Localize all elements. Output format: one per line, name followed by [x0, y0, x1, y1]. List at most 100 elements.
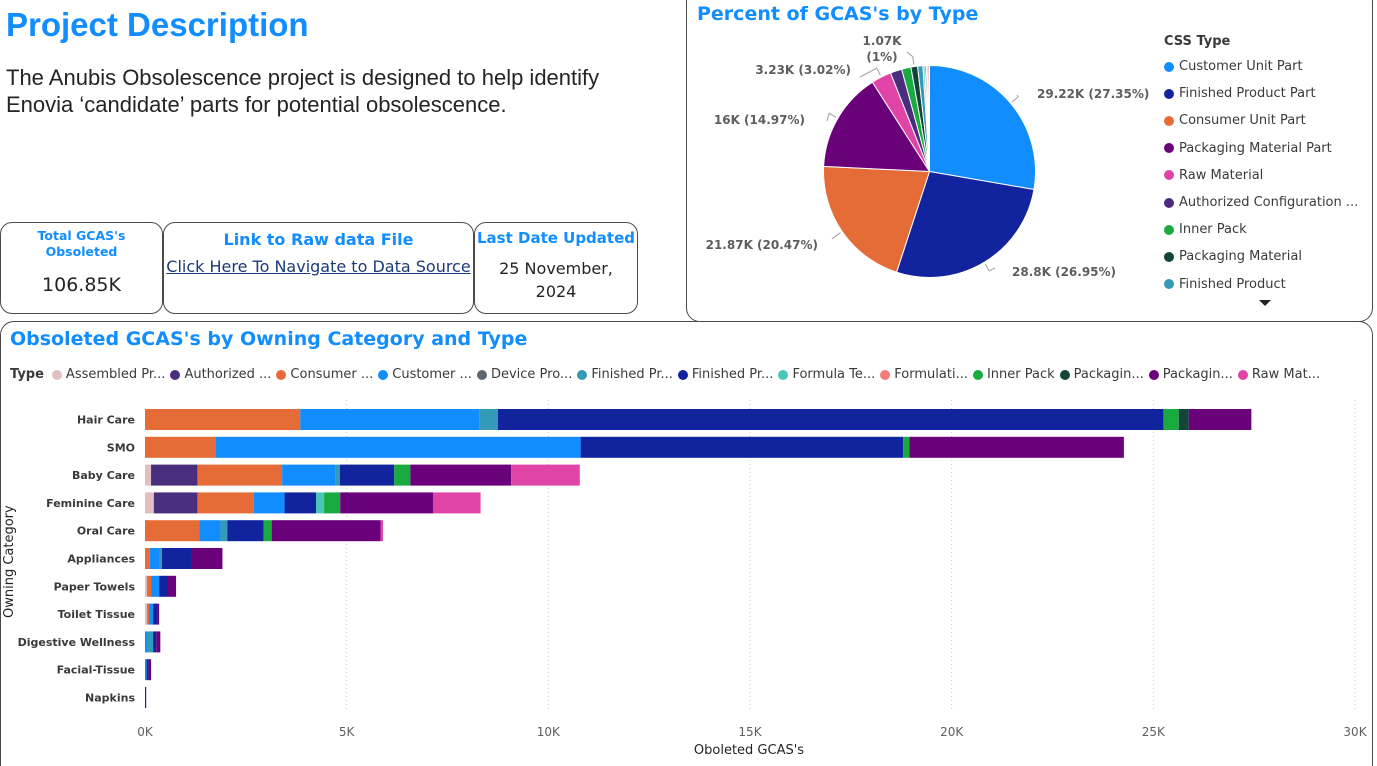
bar-segment-baby-care-authorized-configuration[interactable]	[151, 464, 198, 486]
bar-segment-oral-care-raw-material[interactable]	[380, 520, 383, 542]
bar-segment-baby-care-packaging-material-part[interactable]	[410, 464, 512, 486]
bar-segment-digestive-wellness-finished-product[interactable]	[147, 631, 154, 653]
bar-segment-paper-towels-customer-unit-part[interactable]	[151, 575, 160, 597]
bar-segment-feminine-care-packaging-material-part[interactable]	[340, 492, 433, 514]
bar-segment-oral-care-inner-pack[interactable]	[263, 520, 272, 542]
bar-segment-baby-care-inner-pack[interactable]	[394, 464, 411, 486]
bar-segment-paper-towels-finished-product-part[interactable]	[159, 575, 168, 597]
bar-segment-oral-care-finished-product[interactable]	[220, 520, 228, 542]
bar-segment-hair-care-consumer-unit-part[interactable]	[145, 409, 301, 430]
bar-segment-toilet-tissue-finished-product-part[interactable]	[153, 603, 158, 625]
bar-segment-toilet-tissue-assembled-product[interactable]	[145, 603, 148, 625]
y-tick-label: Feminine Care	[46, 497, 135, 510]
bar-segment-baby-care-assembled-product[interactable]	[145, 464, 152, 486]
bar-legend-item-finished-product-part[interactable]: Finished Pr...	[677, 367, 773, 382]
bar-legend-item-formulation[interactable]: Formulati...	[880, 367, 968, 382]
pie-legend-item-packaging-material-part[interactable]: Packaging Material Part	[1164, 135, 1358, 162]
bar-segment-feminine-care-finished-product-part[interactable]	[284, 492, 317, 514]
bar-segment-smo-finished-product-part[interactable]	[580, 436, 904, 458]
bar-segment-oral-care-consumer-unit-part[interactable]	[145, 520, 200, 542]
pie-slice-consumer-unit-part[interactable]	[823, 165, 931, 273]
bar-segment-appliances-packaging-material-part[interactable]	[190, 548, 223, 569]
bar-segment-smo-consumer-unit-part[interactable]	[145, 436, 216, 458]
pie-legend-item-raw-material[interactable]: Raw Material	[1164, 162, 1358, 189]
bar-legend-item-inner-pack[interactable]: Inner Pack	[972, 367, 1055, 382]
bar-legend-item-packaging-material[interactable]: Packagin...	[1059, 367, 1144, 382]
bar-segment-digestive-wellness-packaging-material-part[interactable]	[156, 631, 161, 653]
bar-legend-item-raw-material[interactable]: Raw Mat...	[1237, 367, 1320, 382]
data-source-link[interactable]: Click Here To Navigate to Data Source	[166, 257, 471, 276]
pie-slice-formulation[interactable]	[927, 64, 930, 172]
bar-segment-oral-care-customer-unit-part[interactable]	[199, 520, 221, 542]
y-tick-label: Baby Care	[72, 469, 135, 482]
legend-dot-icon	[1148, 369, 1159, 380]
bar-legend-item-packaging-material-part[interactable]: Packagin...	[1148, 367, 1233, 382]
pie-slice-packaging-material-part[interactable]	[823, 81, 931, 173]
bar-segment-paper-towels-packaging-material-part[interactable]	[167, 575, 177, 597]
pie-slice-finished-product-part[interactable]	[895, 170, 1035, 279]
bar-segment-feminine-care-formula-technical[interactable]	[316, 492, 325, 514]
legend-dot-icon	[577, 369, 588, 380]
bar-segment-baby-care-customer-unit-part[interactable]	[282, 464, 336, 486]
bar-segment-hair-care-packaging-material-part[interactable]	[1188, 409, 1252, 430]
bar-segment-digestive-wellness-customer-unit-part[interactable]	[145, 631, 148, 653]
bar-legend-item-consumer-unit-part[interactable]: Consumer ...	[276, 367, 373, 382]
legend-scroll-down-icon[interactable]	[1259, 300, 1271, 306]
bar-legend-item-device-product[interactable]: Device Pro...	[476, 367, 572, 382]
bar-segment-smo-customer-unit-part[interactable]	[215, 436, 581, 458]
bar-segment-feminine-care-consumer-unit-part[interactable]	[197, 492, 254, 514]
bar-legend-item-finished-product[interactable]: Finished Pr...	[577, 367, 673, 382]
bar-segment-baby-care-consumer-unit-part[interactable]	[197, 464, 283, 486]
bar-segment-appliances-finished-product-part[interactable]	[161, 548, 191, 569]
pie-legend-item-consumer-unit-part[interactable]: Consumer Unit Part	[1164, 107, 1358, 134]
bar-segment-baby-care-raw-material[interactable]	[511, 464, 580, 486]
bar-segment-hair-care-packaging-material[interactable]	[1178, 409, 1189, 430]
pie-legend-label: Packaging Material Part	[1179, 140, 1332, 156]
bar-segment-feminine-care-customer-unit-part[interactable]	[253, 492, 285, 514]
pie-legend-item-authorized-configuration[interactable]: Authorized Configuration ...	[1164, 189, 1358, 216]
bar-segment-appliances-consumer-unit-part[interactable]	[145, 548, 150, 569]
bar-segment-hair-care-finished-product-part[interactable]	[497, 409, 1164, 430]
bar-segment-hair-care-customer-unit-part[interactable]	[300, 409, 480, 430]
pie-legend-item-finished-product-part[interactable]: Finished Product Part	[1164, 80, 1358, 107]
bar-legend-item-customer-unit-part[interactable]: Customer ...	[378, 367, 472, 382]
bar-segment-paper-towels-consumer-unit-part[interactable]	[147, 575, 152, 597]
bar-segment-baby-care-finished-product-part[interactable]	[339, 464, 395, 486]
bar-segment-smo-inner-pack[interactable]	[903, 436, 910, 458]
legend-dot-icon	[880, 369, 891, 380]
bar-segment-hair-care-finished-product[interactable]	[479, 409, 498, 430]
bar-legend-item-authorized-configuration[interactable]: Authorized ...	[170, 367, 271, 382]
pie-legend[interactable]: CSS Type Customer Unit Part Finished Prod…	[1164, 34, 1358, 298]
bar-segment-digestive-wellness-finished-product-part[interactable]	[153, 631, 157, 653]
bar-segment-toilet-tissue-customer-unit-part[interactable]	[149, 603, 154, 625]
bar-legend-item-assembled-product[interactable]: Assembled Pr...	[51, 367, 165, 382]
bar-segment-baby-care-finished-product[interactable]	[335, 464, 340, 486]
bar-segment-toilet-tissue-consumer-unit-part[interactable]	[147, 603, 150, 625]
bar-segment-feminine-care-raw-material[interactable]	[432, 492, 481, 514]
bar-segment-feminine-care-assembled-product[interactable]	[145, 492, 154, 514]
bar-segment-feminine-care-authorized-configuration[interactable]	[153, 492, 198, 514]
bar-segment-smo-packaging-material-part[interactable]	[909, 436, 1124, 458]
bar-segment-facial-tissue-finished-product-part[interactable]	[146, 659, 149, 681]
bar-legend[interactable]: Type Assembled Pr... Authorized ... Consum…	[10, 367, 1325, 382]
bar-segment-appliances-customer-unit-part[interactable]	[149, 548, 160, 569]
bar-segment-appliances-finished-product[interactable]	[159, 548, 162, 569]
bar-segment-toilet-tissue-packaging-material-part[interactable]	[157, 603, 160, 625]
bar-legend-label: Finished Pr...	[591, 367, 673, 382]
bar-segment-oral-care-finished-product-part[interactable]	[227, 520, 264, 542]
bar-legend-item-formula-technical[interactable]: Formula Te...	[778, 367, 875, 382]
bar-segment-napkins-finished-product-part[interactable]	[145, 687, 147, 708]
bar-segment-oral-care-packaging-material-part[interactable]	[271, 520, 381, 542]
pie-slice-customer-unit-part[interactable]	[929, 64, 1036, 191]
pie-legend-item-packaging-material[interactable]: Packaging Material	[1164, 243, 1358, 270]
bar-segment-facial-tissue-packaging-material-part[interactable]	[148, 659, 152, 681]
pie-legend-item-finished-product[interactable]: Finished Product	[1164, 271, 1358, 298]
y-tick-label: Oral Care	[77, 525, 135, 538]
total-obsoleted-value: 106.85K	[42, 274, 121, 296]
pie-legend-item-customer-unit-part[interactable]: Customer Unit Part	[1164, 53, 1358, 80]
bar-segment-feminine-care-inner-pack[interactable]	[324, 492, 341, 514]
bar-segment-paper-towels-assembled-product[interactable]	[145, 575, 148, 597]
pie-legend-item-inner-pack[interactable]: Inner Pack	[1164, 216, 1358, 243]
bar-segment-facial-tissue-customer-unit-part[interactable]	[145, 659, 147, 681]
bar-segment-hair-care-inner-pack[interactable]	[1163, 409, 1179, 430]
